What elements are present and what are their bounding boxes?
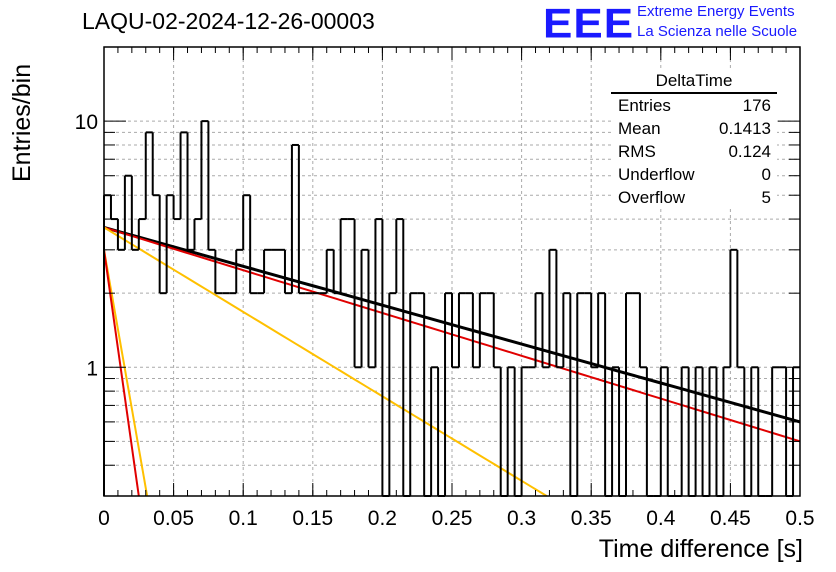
x-tick-label: 0.05 [153, 507, 194, 530]
stats-value: 176 [742, 96, 771, 115]
logo-tagline-2: La Scienza nelle Scuole [637, 23, 798, 40]
stats-box: DeltaTime Entries 176 Mean 0.1413 RMS 0.124… [611, 71, 777, 209]
fit-line [103, 226, 548, 497]
x-tick-label: 0.2 [368, 507, 397, 530]
fit-line [103, 249, 140, 497]
eee-logo: EEE [543, 0, 635, 47]
x-tick-label: 0.4 [646, 507, 676, 530]
x-tick-label: 0.1 [229, 507, 258, 530]
y-tick-label: 1 [86, 357, 98, 380]
stats-value: 5 [761, 188, 771, 207]
stats-value: 0 [761, 165, 771, 184]
fit-line [103, 249, 149, 497]
stats-title: DeltaTime [611, 71, 777, 94]
stats-row: Overflow 5 [611, 186, 777, 209]
x-tick-label: 0.45 [710, 507, 751, 530]
grid-lines [104, 46, 800, 497]
stats-label: Overflow [618, 188, 686, 207]
chart-title: LAQU-02-2024-12-26-00003 [82, 8, 375, 34]
x-tick-label: 0.3 [507, 507, 536, 530]
histogram [103, 120, 800, 497]
logo-tagline-1: Extreme Energy Events [637, 3, 795, 20]
y-axis-label: Entries/bin [8, 63, 36, 182]
x-tick-label: 0.15 [292, 507, 333, 530]
x-tick-label: 0.25 [432, 507, 473, 530]
stats-row: Mean 0.1413 [611, 117, 777, 140]
stats-row: Entries 176 [611, 94, 777, 117]
stats-label: Entries [618, 96, 671, 115]
stats-value: 0.124 [728, 142, 771, 161]
x-tick-label: 0.35 [571, 507, 612, 530]
axis-ticks: 0 0.05 0.1 0.15 0.2 0.25 0.3 0.35 0.4 0.45 0.5 1 10 [75, 46, 815, 530]
stats-label: Mean [618, 119, 661, 138]
stats-row: RMS 0.124 [611, 140, 777, 163]
stats-label: RMS [618, 142, 656, 161]
x-tick-label: 0 [98, 507, 110, 530]
stats-value: 0.1413 [719, 119, 771, 138]
x-axis-label: Time difference [s] [598, 535, 803, 563]
y-tick-label: 10 [75, 111, 98, 134]
x-tick-label: 0.5 [785, 507, 814, 530]
stats-label: Underflow [618, 165, 695, 184]
stats-row: Underflow 0 [611, 163, 777, 186]
